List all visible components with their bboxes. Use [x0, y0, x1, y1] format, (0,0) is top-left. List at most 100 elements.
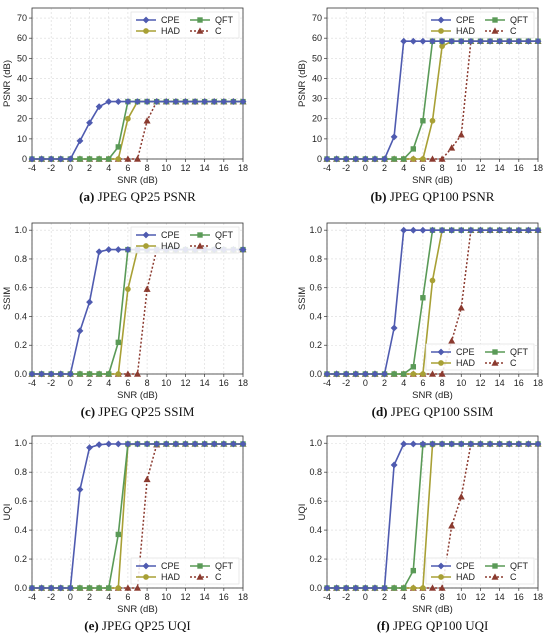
data-point-had [125, 286, 131, 293]
data-point-qft [96, 585, 102, 591]
x-tick-label: 6 [420, 592, 425, 602]
data-point-qft [86, 585, 93, 591]
data-point-qft [115, 339, 122, 346]
data-point-qft [115, 144, 122, 150]
data-point-cpe [381, 155, 388, 163]
data-point-cpe [95, 441, 103, 449]
data-point-cpe [333, 370, 341, 378]
legend-label-qft: QFT [215, 230, 233, 240]
chart-panel-3: -4 -2 0 2 4 6 8 10 12 14 16 18 0.0 0.2 0.4 0.6 0.8 1.0 SNR… [2, 222, 248, 419]
legend-marker-cpe [142, 562, 150, 570]
legend-marker-cpe [437, 562, 445, 570]
x-tick-label: 14 [200, 163, 210, 173]
data-point-had [115, 156, 122, 162]
panel-caption: (d) JPEG QP100 SSIM [372, 404, 494, 419]
caption-text: JPEG QP100 UQI [393, 618, 488, 633]
caption-text: JPEG QP25 SSIM [98, 404, 195, 419]
x-tick-label: 2 [382, 592, 387, 602]
data-point-had [125, 115, 131, 122]
legend-label-qft: QFT [510, 347, 528, 357]
x-tick-label: 6 [420, 163, 425, 173]
y-tick-label: 0.0 [309, 583, 322, 593]
x-tick-label: 14 [200, 378, 210, 388]
data-point-cpe [239, 98, 247, 106]
caption-text: JPEG QP100 SSIM [391, 404, 494, 419]
data-point-cpe [409, 226, 417, 234]
data-point-cpe [153, 440, 161, 448]
data-point-c [124, 370, 132, 377]
legend-label-cpe: CPE [456, 15, 475, 25]
data-point-cpe [371, 370, 379, 378]
data-point-cpe [390, 461, 398, 469]
x-tick-label: 2 [87, 592, 92, 602]
y-tick-label: 0.4 [309, 311, 322, 321]
x-tick-label: -2 [47, 378, 55, 388]
legend-marker-c [196, 573, 204, 580]
legend-label-cpe: CPE [161, 15, 180, 25]
x-axis-label: SNR (dB) [412, 604, 453, 615]
caption-label: (e) [84, 618, 98, 633]
data-point-had [115, 371, 122, 377]
legend-marker-c [196, 242, 204, 249]
data-point-cpe [477, 440, 484, 448]
data-point-cpe [220, 98, 228, 106]
data-point-qft [391, 371, 397, 377]
data-point-cpe [524, 226, 532, 234]
x-tick-label: 10 [161, 378, 171, 388]
x-tick-label: 18 [533, 163, 543, 173]
legend-marker-had [438, 360, 444, 366]
data-point-qft [96, 371, 102, 377]
x-tick-label: 10 [161, 163, 171, 173]
data-point-cpe [220, 440, 228, 448]
data-point-c [438, 155, 446, 162]
x-tick-label: 0 [363, 592, 368, 602]
data-point-c [457, 131, 465, 138]
x-tick-label: 0 [68, 592, 73, 602]
x-tick-label: 16 [514, 163, 524, 173]
y-axis-label: PSNR (dB) [2, 60, 13, 107]
data-point-had [420, 371, 426, 377]
data-point-cpe [342, 370, 350, 378]
legend-label-qft: QFT [215, 15, 233, 25]
y-tick-label: 70 [17, 13, 27, 23]
data-point-qft [77, 585, 83, 591]
legend-box [130, 226, 240, 254]
panel-caption: (b) JPEG QP100 PSNR [371, 189, 495, 204]
x-tick-label: 10 [456, 378, 466, 388]
data-point-qft [391, 585, 397, 591]
x-tick-label: -2 [47, 592, 55, 602]
data-point-cpe [134, 440, 141, 448]
data-point-c [448, 144, 456, 151]
x-tick-label: 4 [401, 163, 406, 173]
data-point-cpe [477, 226, 484, 234]
data-point-cpe [333, 155, 341, 163]
x-tick-label: 14 [495, 592, 505, 602]
data-point-cpe [105, 246, 113, 254]
data-point-cpe [381, 584, 388, 592]
data-point-qft [410, 567, 417, 574]
data-point-cpe [467, 37, 475, 45]
data-point-cpe [515, 37, 523, 45]
data-point-cpe [57, 584, 65, 592]
x-tick-label: -2 [342, 163, 350, 173]
data-point-cpe [448, 440, 456, 448]
y-tick-label: 50 [312, 53, 322, 63]
data-point-c [143, 285, 151, 292]
data-point-cpe [66, 370, 74, 378]
x-tick-label: 0 [363, 163, 368, 173]
legend-label-c: C [510, 572, 517, 582]
data-point-cpe [515, 440, 523, 448]
data-point-cpe [28, 155, 36, 163]
legend-label-c: C [510, 358, 517, 368]
data-point-qft [77, 156, 83, 162]
y-axis-label: UQI [2, 504, 13, 521]
data-point-cpe [124, 246, 132, 254]
x-tick-label: 10 [456, 163, 466, 173]
data-point-cpe [323, 370, 331, 378]
legend-marker-had [143, 28, 149, 34]
data-point-cpe [47, 584, 55, 592]
data-point-cpe [505, 37, 513, 45]
data-point-cpe [419, 37, 427, 45]
x-axis-label: SNR (dB) [117, 390, 158, 401]
data-point-cpe [105, 98, 113, 106]
